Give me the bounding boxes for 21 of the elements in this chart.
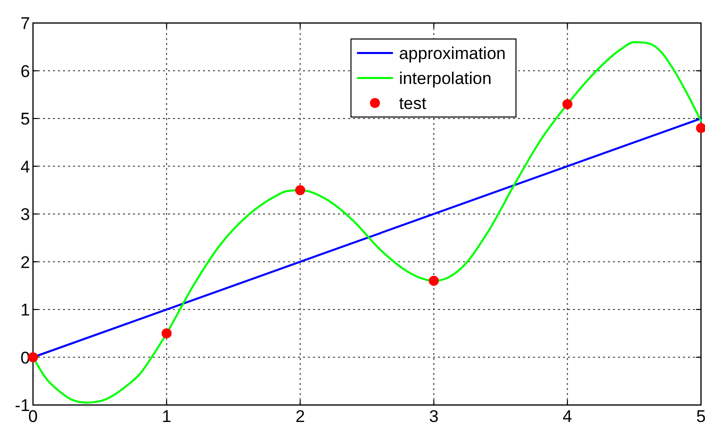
x-tick-label: 2	[295, 407, 305, 426]
x-tick-label: 3	[429, 407, 439, 426]
point	[162, 328, 172, 338]
y-tick-label: 5	[20, 110, 30, 128]
y-tick-label: 6	[20, 62, 30, 81]
point	[696, 123, 705, 134]
point	[562, 99, 572, 110]
x-tick-label: 1	[162, 407, 172, 426]
legend-label: approximation	[398, 44, 506, 63]
legend-label: interpolation	[398, 69, 492, 88]
y-tick-label: 2	[20, 252, 30, 272]
y-tick-label: 7	[20, 14, 30, 33]
x-tick-label: 4	[562, 407, 572, 426]
y-tick-label: -1	[14, 396, 30, 415]
y-tick-label: 4	[20, 157, 30, 176]
x-tick-label: 5	[696, 407, 705, 426]
y-tick-label: 1	[20, 300, 30, 320]
point	[428, 276, 439, 286]
point	[295, 185, 306, 196]
y-tick-label: 3	[20, 205, 30, 224]
legend-label: test	[398, 94, 427, 113]
